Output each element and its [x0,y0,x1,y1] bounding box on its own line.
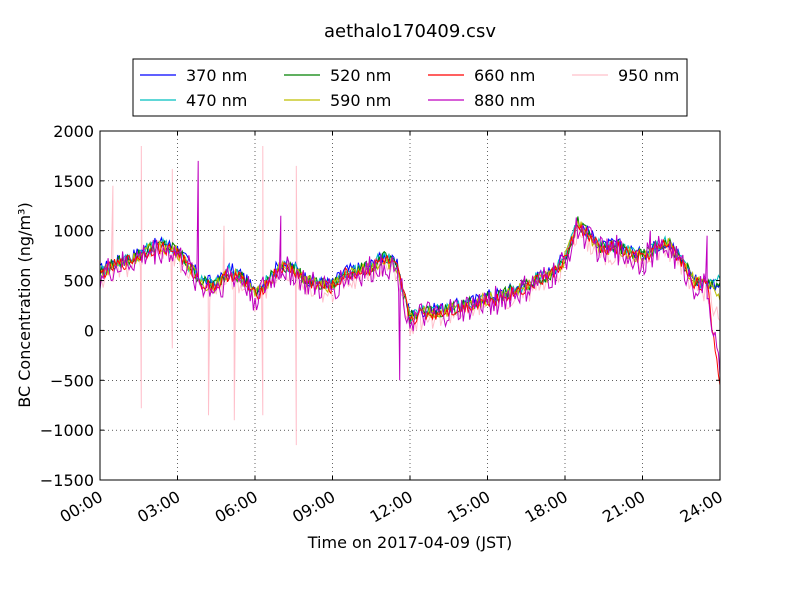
series-layer [100,145,720,446]
y-tick-label: 1000 [53,222,94,241]
legend-label: 520 nm [330,66,391,85]
y-tick-label: −1000 [40,421,94,440]
y-tick-label: 0 [84,321,94,340]
legend-label: 660 nm [474,66,535,85]
y-tick-label: −500 [50,371,94,390]
legend-label: 470 nm [186,91,247,110]
legend-label: 880 nm [474,91,535,110]
y-tick-label: −1500 [40,471,94,490]
legend-label: 590 nm [330,91,391,110]
chart-title: aethalo170409.csv [324,21,496,42]
series-line-660-nm [100,223,720,386]
series-line-880-nm [100,160,720,381]
y-axis-label: BC Concentration (ng/m³) [15,202,34,407]
legend: 370 nm 470 nm 520 nm 590 nm 660 nm 880 nm 950 … [132,58,688,117]
y-tick-label: 1500 [53,172,94,191]
y-tick-label: 500 [63,272,94,291]
y-axis-label-group: BC Concentration (ng/m³) [15,202,34,407]
y-axis-ticks: −1500 −1000 −500 0 500 1000 1500 2000 [40,122,720,490]
y-tick-label: 2000 [53,122,94,141]
legend-box [132,58,688,117]
legend-label: 370 nm [186,66,247,85]
legend-label: 950 nm [618,66,679,85]
x-axis-label: Time on 2017-04-09 (JST) [307,533,512,552]
